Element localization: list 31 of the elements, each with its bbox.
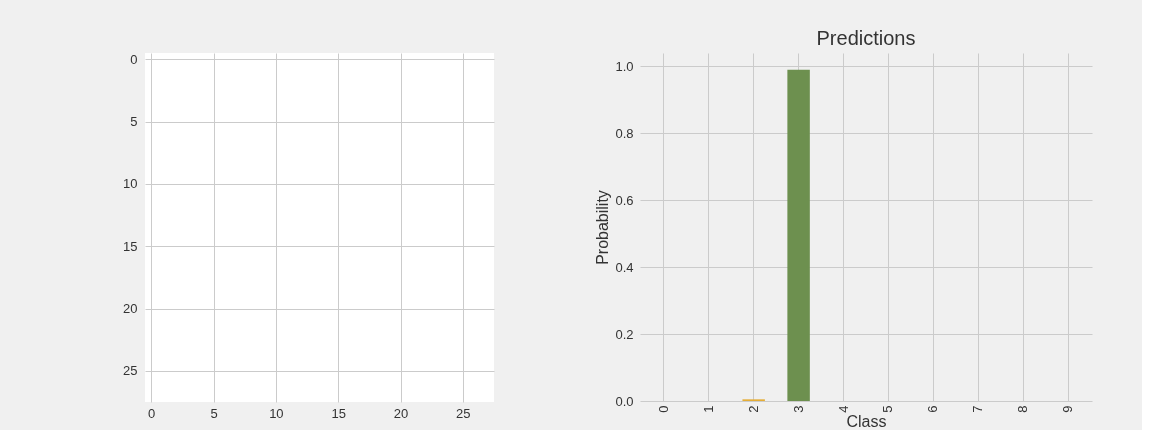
x-tick-label: 10 [269,405,284,421]
x-tick-label: 0 [148,405,156,421]
x-tick-label: 4 [835,405,851,413]
y-tick-label: 15 [123,238,138,254]
x-tick-label: 6 [925,405,941,413]
x-tick-label: 8 [1015,405,1031,413]
x-tick-label: 25 [456,405,471,421]
y-tick-label: 0.0 [615,393,634,409]
x-tick-label: 1 [700,405,716,413]
x-tick-label: 15 [331,405,346,421]
x-axis-title: Class [846,412,887,430]
x-tick-label: 3 [790,405,806,413]
y-tick-label: 10 [123,176,138,192]
x-tick-label: 9 [1060,405,1076,413]
y-tick-label: 1.0 [615,58,634,74]
x-tick-label: 0 [655,405,671,413]
y-axis-title: Probability [594,190,612,265]
y-tick-label: 0.8 [615,125,634,141]
x-tick-label: 7 [970,405,986,413]
y-tick-label: 0 [130,51,138,67]
y-tick-label: 20 [123,301,138,317]
y-tick-label: 25 [123,363,138,379]
x-tick-label: 20 [393,405,409,421]
x-tick-label: 5 [210,405,218,421]
y-tick-label: 0.6 [615,192,634,208]
y-tick-label: 0.4 [615,259,634,275]
y-tick-label: 0.2 [615,326,634,342]
x-tick-label: 5 [880,405,896,413]
x-tick-label: 2 [745,405,761,413]
y-tick-label: 5 [130,114,138,130]
chart-title: Predictions [816,27,916,49]
